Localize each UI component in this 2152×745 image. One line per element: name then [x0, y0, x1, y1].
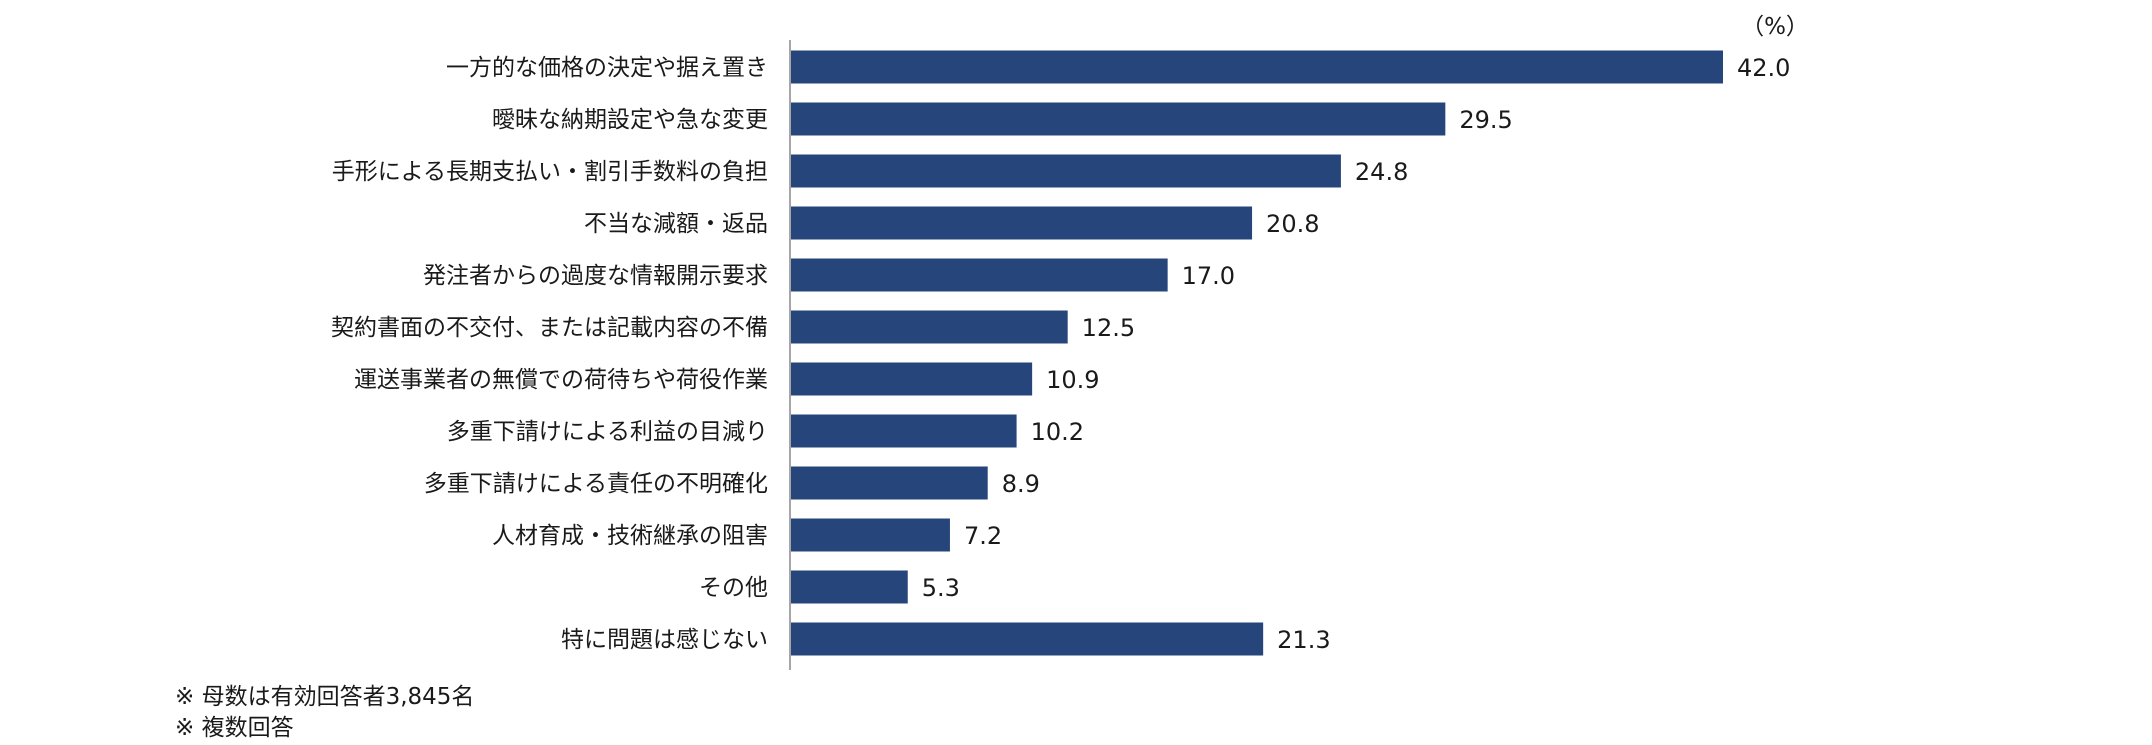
- category-label: 手形による長期支払い・割引手数料の負担: [332, 159, 768, 185]
- value-label: 10.2: [1031, 418, 1084, 446]
- category-label: 曖昧な納期設定や急な変更: [492, 107, 768, 133]
- value-label: 8.9: [1002, 470, 1040, 498]
- unit-label: （%）: [1741, 14, 1809, 40]
- bar: [790, 570, 908, 604]
- category-label: 契約書面の不交付、または記載内容の不備: [331, 315, 768, 341]
- bar: [790, 206, 1253, 240]
- value-label: 17.0: [1182, 262, 1235, 290]
- value-label: 12.5: [1082, 314, 1135, 342]
- bar: [790, 466, 988, 500]
- category-label: 人材育成・技術継承の阻害: [492, 523, 768, 549]
- category-label: 多重下請けによる利益の目減り: [447, 419, 768, 445]
- category-label: 多重下請けによる責任の不明確化: [424, 471, 768, 497]
- bar: [790, 518, 950, 552]
- category-label: 一方的な価格の決定や据え置き: [446, 55, 768, 81]
- value-label: 29.5: [1459, 106, 1512, 134]
- value-label: 20.8: [1266, 210, 1319, 238]
- value-label: 10.9: [1046, 366, 1099, 394]
- bar: [790, 258, 1168, 292]
- value-label: 21.3: [1277, 626, 1330, 654]
- footnote-multiple-answers: ※ 複数回答: [175, 715, 294, 741]
- value-label: 7.2: [964, 522, 1002, 550]
- bar: [790, 622, 1264, 656]
- category-label: 発注者からの過度な情報開示要求: [423, 263, 768, 289]
- bar: [790, 414, 1017, 448]
- bar: [790, 102, 1446, 136]
- category-label: 特に問題は感じない: [561, 627, 768, 653]
- footnote-respondents: ※ 母数は有効回答者3,845名: [175, 684, 475, 710]
- category-label: その他: [699, 575, 768, 601]
- chart-svg: （%） 一方的な価格の決定や据え置き 42.0 曖昧な納期設定や急な変更 29.5 手形に…: [331, 14, 1809, 670]
- bar: [790, 154, 1341, 188]
- value-label: 42.0: [1737, 54, 1790, 82]
- category-label: 不当な減額・返品: [584, 211, 768, 237]
- bar: [790, 50, 1723, 84]
- category-label: 運送事業者の無償での荷待ちや荷役作業: [354, 367, 768, 393]
- bar: [790, 310, 1068, 344]
- value-label: 5.3: [922, 574, 960, 602]
- value-label: 24.8: [1355, 158, 1408, 186]
- bar: [790, 362, 1033, 396]
